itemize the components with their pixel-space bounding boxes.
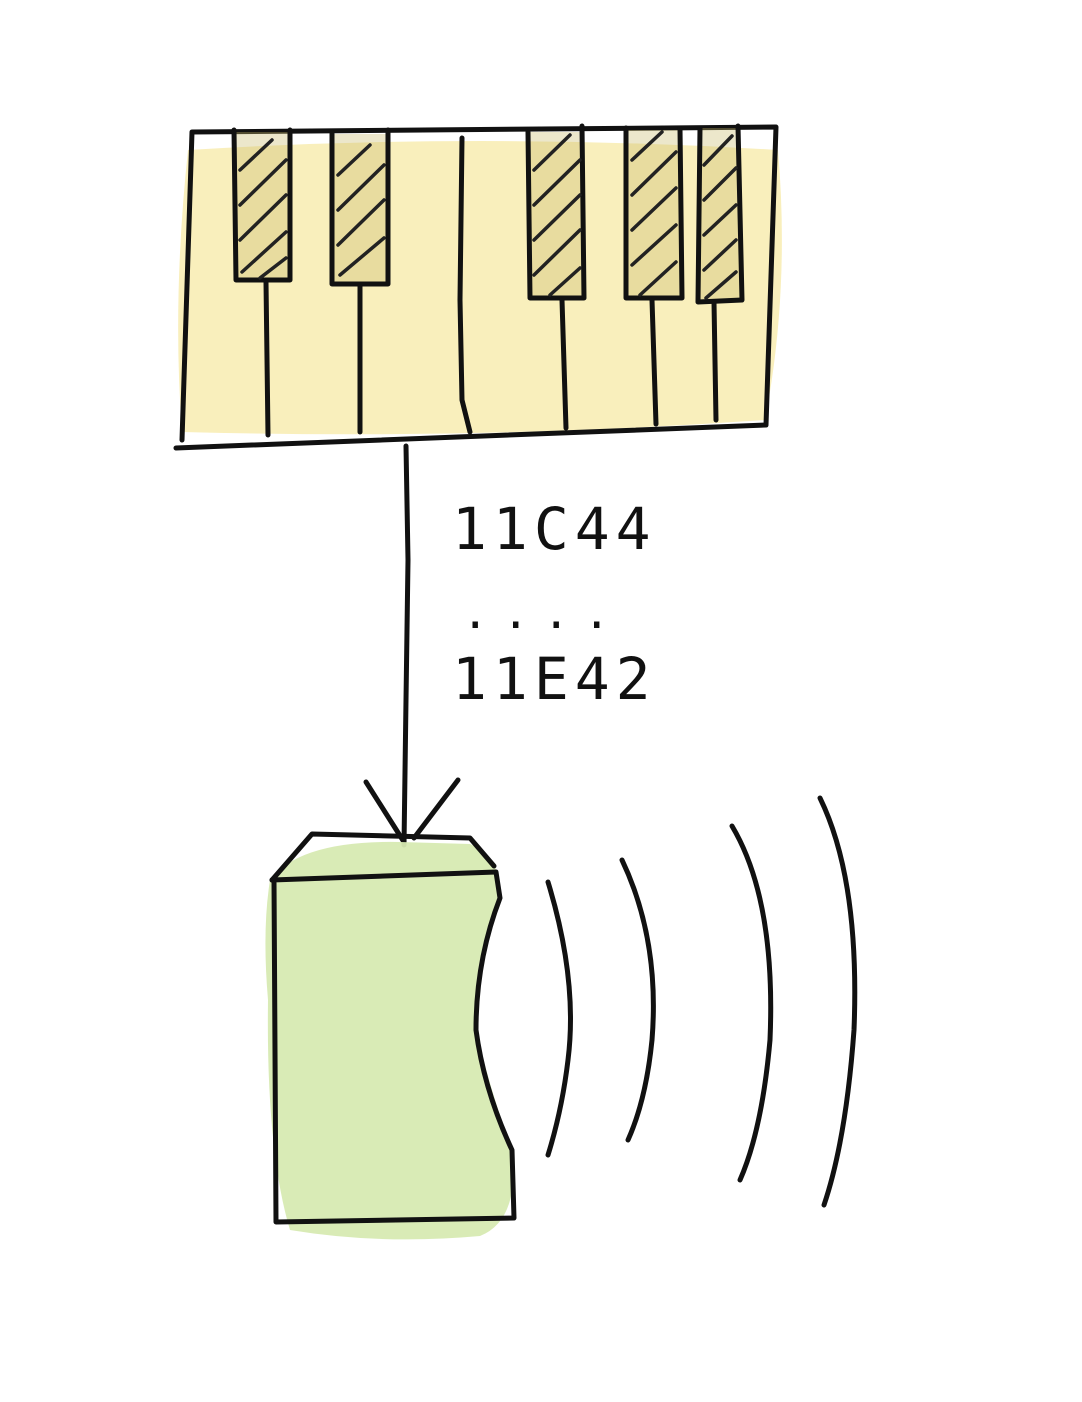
sound-wave-3 xyxy=(729,823,774,1183)
sound-waves xyxy=(545,795,858,1208)
sound-wave-1 xyxy=(545,879,573,1158)
edge-label-ellipsis: .... xyxy=(462,588,624,639)
sound-wave-4 xyxy=(817,795,858,1208)
sound-wave-2 xyxy=(619,857,656,1143)
speaker-fill xyxy=(265,841,514,1240)
white-key-dividers xyxy=(263,135,719,438)
keyboard-frame xyxy=(173,124,779,451)
speaker-node xyxy=(265,831,517,1240)
speaker-body xyxy=(269,869,517,1225)
connector-arrowhead xyxy=(363,777,461,845)
keyboard-fill xyxy=(178,141,782,435)
connector-line xyxy=(401,443,411,848)
black-key-hatching xyxy=(238,130,738,300)
edge-label-start: 11C44 xyxy=(452,495,657,563)
speaker-top xyxy=(269,831,497,883)
edge-label-end: 11E42 xyxy=(452,645,657,713)
keyboard-node xyxy=(173,123,782,451)
connector-edge xyxy=(363,443,461,848)
